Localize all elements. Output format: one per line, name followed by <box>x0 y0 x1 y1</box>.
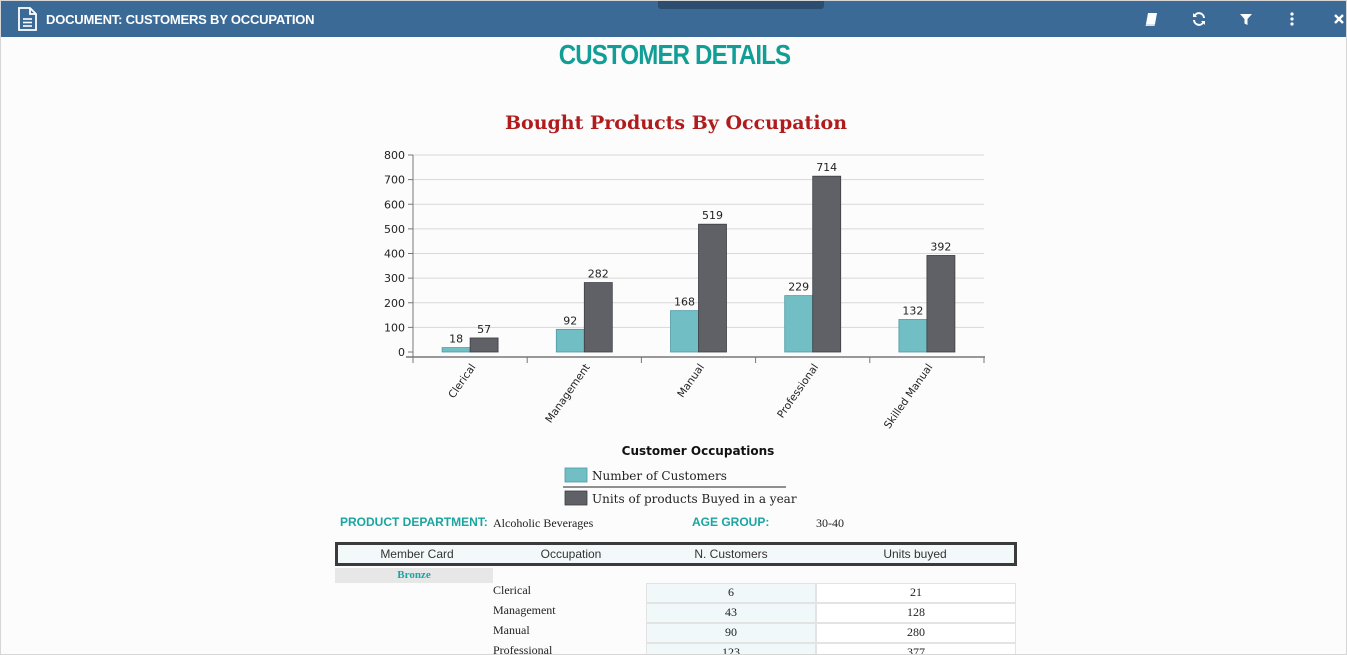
y-tick-label: 600 <box>384 198 405 211</box>
row-customers: 123 <box>646 643 816 654</box>
filter-icon[interactable] <box>1237 10 1255 28</box>
legend-swatch <box>564 467 588 483</box>
row-occupation: Clerical <box>493 583 531 597</box>
document-icon <box>18 7 37 31</box>
bar-chart: Bought Products By Occupation 0 100 200 300 4… <box>384 112 985 506</box>
header-n-customers: N. Customers <box>694 547 768 561</box>
data-label: 132 <box>902 304 923 317</box>
header-occupation: Occupation <box>540 547 602 561</box>
x-tick-label: Management <box>543 362 593 426</box>
row-occupation: Manual <box>493 623 530 637</box>
data-label: 168 <box>674 296 695 309</box>
legend-swatch <box>564 490 588 506</box>
y-tick-label: 200 <box>384 297 405 310</box>
row-customers: 90 <box>646 623 816 643</box>
x-tick-label: Skilled Manual <box>882 362 935 431</box>
department-label: PRODUCT DEPARTMENT: <box>340 515 488 529</box>
data-label: 229 <box>788 281 809 294</box>
bar <box>926 255 956 353</box>
x-tick-label: Clerical <box>446 362 478 401</box>
member-card-group: Bronze <box>335 568 493 583</box>
chart-title: Bought Products By Occupation <box>505 112 847 134</box>
y-tick-label: 800 <box>384 149 405 162</box>
age-group-value: 30-40 <box>816 516 844 530</box>
x-tick-label: Professional <box>775 362 821 421</box>
header-member-card: Member Card <box>380 547 454 561</box>
row-occupation: Professional <box>493 643 553 655</box>
data-label: 282 <box>588 268 609 281</box>
data-label: 392 <box>930 240 951 253</box>
bar <box>469 337 499 353</box>
y-tick-label: 700 <box>384 174 405 187</box>
bar <box>698 223 727 353</box>
bar <box>583 282 613 353</box>
x-tick-label: Manual <box>675 362 707 400</box>
refresh-icon[interactable] <box>1190 10 1208 28</box>
bar <box>555 328 585 353</box>
y-tick-label: 0 <box>398 346 405 359</box>
bar <box>898 319 928 353</box>
department-value: Alcoholic Beverages <box>493 516 594 530</box>
legend-label: Number of Customers <box>592 469 727 483</box>
row-units: 128 <box>816 603 1016 623</box>
row-customers: 6 <box>646 583 816 603</box>
row-units: 21 <box>816 583 1016 603</box>
bar <box>784 295 814 353</box>
bar <box>670 310 699 353</box>
book-icon[interactable] <box>1143 10 1161 28</box>
legend-label: Units of products Buyed in a year <box>592 492 797 506</box>
y-tick-label: 500 <box>384 223 405 236</box>
data-label: 57 <box>477 323 491 336</box>
y-tick-label: 300 <box>384 272 405 285</box>
window-title: DOCUMENT: CUSTOMERS BY OCCUPATION <box>46 12 315 27</box>
age-group-label: AGE GROUP: <box>692 515 770 529</box>
data-label: 519 <box>702 209 723 222</box>
row-units: 280 <box>816 623 1016 643</box>
bar <box>441 347 471 353</box>
data-label: 714 <box>816 161 837 174</box>
page-title: CUSTOMER DETAILS <box>558 39 791 70</box>
close-icon[interactable] <box>1330 10 1347 28</box>
collapse-handle[interactable] <box>658 1 824 9</box>
row-customers: 43 <box>646 603 816 623</box>
header-units-buyed: Units buyed <box>883 547 947 561</box>
more-vertical-icon[interactable] <box>1283 10 1301 28</box>
table-header: Member Card Occupation N. Customers Unit… <box>335 542 1017 566</box>
title-bar: DOCUMENT: CUSTOMERS BY OCCUPATION <box>1 1 1347 37</box>
bar <box>812 175 842 353</box>
y-tick-label: 100 <box>384 321 405 334</box>
row-occupation: Management <box>493 603 556 617</box>
row-units: 377 <box>816 643 1016 654</box>
y-tick-label: 400 <box>384 248 405 261</box>
data-label: 18 <box>449 333 463 346</box>
x-axis-label: Customer Occupations <box>622 444 775 458</box>
data-label: 92 <box>563 314 577 327</box>
